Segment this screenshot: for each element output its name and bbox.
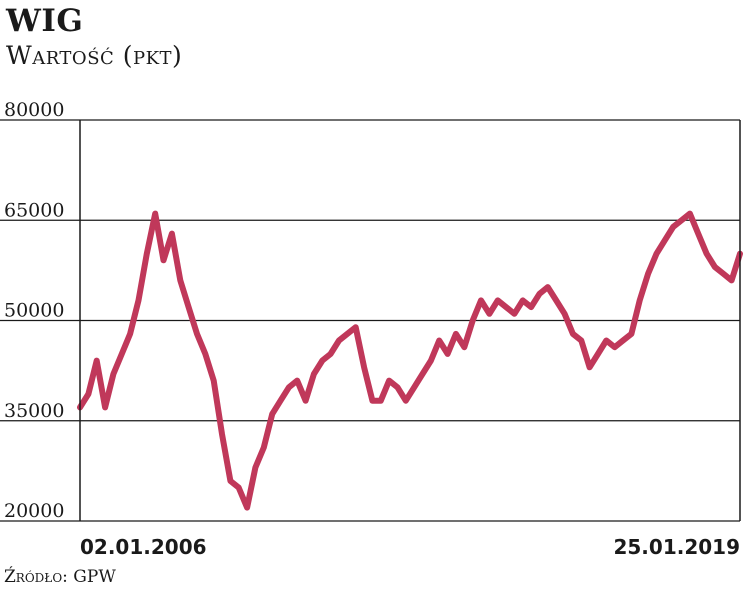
y-tick-label: 50000 [4, 300, 64, 322]
x-tick-end: 25.01.2019 [613, 535, 740, 559]
series-line [77, 210, 743, 511]
y-tick-label: 35000 [4, 400, 64, 422]
grid-lines [0, 119, 740, 522]
x-tick-start: 02.01.2006 [80, 535, 207, 559]
source-note: Źródło: GPW [4, 567, 116, 587]
y-tick-label: 20000 [4, 500, 64, 522]
y-tick-label: 65000 [4, 199, 64, 221]
chart-title: WIG [6, 3, 84, 39]
chart-subtitle: Wartość (pkt) [6, 41, 183, 70]
y-axis-ticks: 80000 65000 50000 35000 20000 [4, 99, 64, 522]
y-tick-label: 80000 [4, 99, 64, 121]
